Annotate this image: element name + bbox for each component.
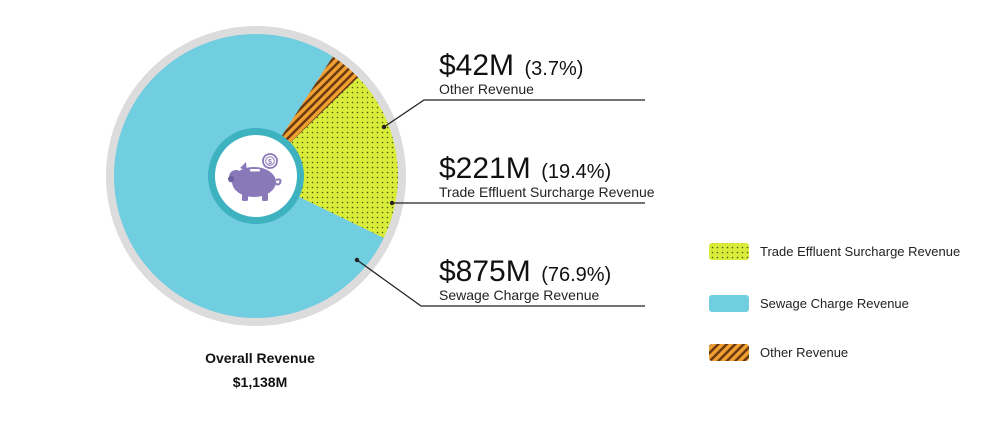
callout-trade-amount: $221M [439, 152, 531, 185]
legend-item-trade: Trade Effluent Surcharge Revenue [709, 243, 960, 260]
total-value: $1,138M [233, 374, 287, 390]
pie-slice-trade-effluent-surcharge-revenue [256, 77, 398, 239]
legend-label-sewage: Sewage Charge Revenue [760, 296, 909, 311]
legend-item-sewage: Sewage Charge Revenue [709, 295, 909, 312]
legend-swatch-other [709, 344, 749, 361]
svg-text:$221M (19.4%): $221M (19.4%) [439, 152, 611, 185]
callout-sewage: $875M (76.9%) Sewage Charge Revenue [439, 255, 611, 303]
svg-text:$42M (3.7%): $42M (3.7%) [439, 49, 583, 82]
svg-text:$875M (76.9%): $875M (76.9%) [439, 255, 611, 288]
callout-sewage-percent: (76.9%) [541, 264, 611, 286]
callout-line-sewage [356, 259, 645, 307]
callout-sewage-label: Sewage Charge Revenue [439, 287, 600, 303]
callout-line-other [383, 99, 645, 128]
legend-swatch-sewage [709, 295, 749, 312]
callout-other: $42M (3.7%) Other Revenue [439, 49, 583, 97]
callout-trade: $221M (19.4%) Trade Effluent Surcharge R… [439, 152, 655, 200]
callout-trade-label: Trade Effluent Surcharge Revenue [439, 184, 655, 200]
legend-item-other: Other Revenue [709, 344, 848, 361]
callout-other-percent: (3.7%) [525, 58, 584, 80]
callout-dot-trade [389, 200, 395, 206]
callout-dot-other [381, 124, 387, 130]
legend-swatch-trade [709, 243, 749, 260]
callout-dot-sewage [354, 257, 360, 263]
piggy-bank-icon: $ [228, 153, 282, 201]
legend: Trade Effluent Surcharge Revenue Sewage … [709, 243, 960, 361]
legend-label-trade: Trade Effluent Surcharge Revenue [760, 244, 960, 259]
callout-other-label: Other Revenue [439, 81, 534, 97]
callout-other-amount: $42M [439, 49, 514, 82]
total-label: Overall Revenue [205, 350, 315, 366]
legend-label-other: Other Revenue [760, 345, 848, 360]
callout-sewage-amount: $875M [439, 255, 531, 288]
callout-lines [354, 99, 645, 307]
svg-text:$: $ [268, 159, 272, 166]
callout-trade-percent: (19.4%) [541, 161, 611, 183]
